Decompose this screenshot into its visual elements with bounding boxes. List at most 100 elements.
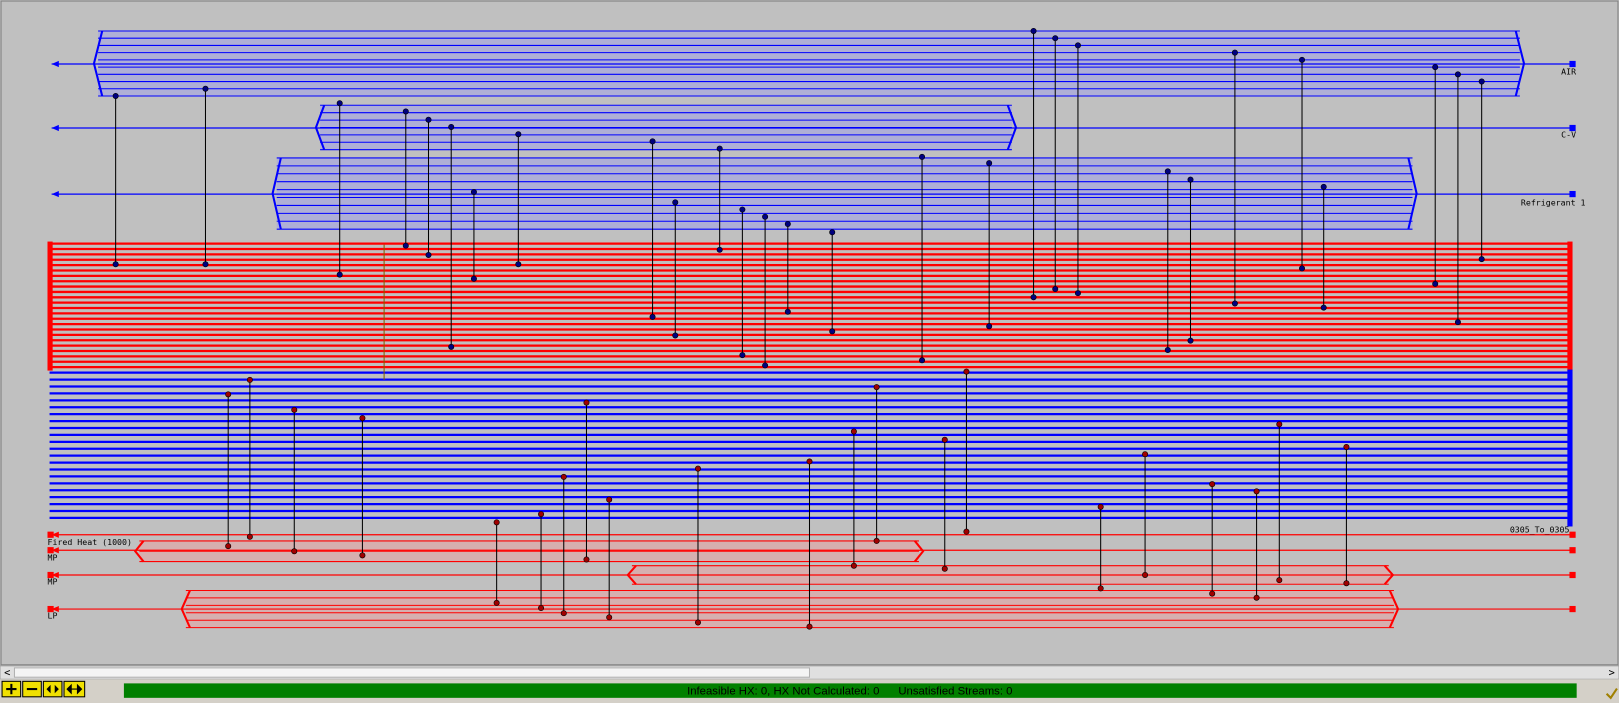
exchanger-node — [806, 623, 813, 630]
scroll-thumb[interactable] — [13, 667, 811, 678]
exchanger-node — [1074, 42, 1081, 49]
exchanger-node — [560, 610, 567, 617]
exchanger-node — [336, 271, 343, 278]
exchanger-node — [112, 93, 119, 99]
exchanger-node — [1454, 71, 1461, 78]
exchanger-node — [873, 384, 880, 391]
stream-end — [1569, 124, 1576, 132]
exchanger-node — [493, 519, 500, 526]
pan-button[interactable] — [42, 680, 63, 698]
exchanger-node — [515, 261, 522, 268]
exchanger-node — [850, 562, 857, 569]
exchanger-node — [829, 229, 836, 236]
exchanger-node — [606, 496, 613, 503]
arrow-head — [51, 571, 59, 579]
exchanger-node — [1164, 346, 1171, 353]
stream-end — [1569, 571, 1576, 579]
exchanger-node — [425, 251, 432, 258]
exchanger-node — [470, 189, 477, 196]
exchanger-node — [941, 565, 948, 572]
exchanger-node — [291, 548, 298, 555]
exchanger-node — [1343, 580, 1350, 587]
zoom-buttons — [1, 680, 86, 698]
exchanger-node — [1030, 294, 1037, 301]
exchanger-node — [1299, 265, 1306, 272]
exchanger-node — [919, 153, 926, 160]
exchanger-node — [493, 599, 500, 606]
cold-band-right — [1567, 369, 1573, 527]
stream-end — [1569, 190, 1576, 198]
exchanger-node — [1432, 280, 1439, 287]
exchanger-node — [694, 619, 701, 626]
exchanger-node — [1478, 78, 1485, 85]
exchanger-node — [1276, 421, 1283, 428]
exchanger-node — [1142, 451, 1149, 458]
arrow-head — [51, 605, 59, 613]
exchanger-node — [1142, 572, 1149, 578]
exchanger-node — [402, 242, 409, 249]
stream-start — [47, 605, 54, 613]
stream-start — [47, 547, 54, 554]
exchanger-node — [359, 415, 366, 422]
exchanger-node — [1187, 176, 1194, 183]
exchanger-node — [1052, 286, 1059, 293]
exchanger-node — [919, 357, 926, 364]
exchanger-node — [560, 473, 567, 480]
exchanger-node — [336, 100, 343, 107]
exchanger-node — [1231, 300, 1238, 307]
exchanger-node — [1097, 503, 1104, 510]
exchanger-node — [448, 343, 455, 350]
exchanger-node — [806, 458, 813, 465]
exchanger-node — [963, 528, 970, 535]
hot-band-right — [1567, 241, 1573, 371]
exchanger-node — [1320, 183, 1327, 190]
exchanger-node — [291, 406, 298, 413]
exchanger-node — [762, 213, 769, 220]
stream-end — [1569, 531, 1576, 538]
exchanger-node — [225, 391, 232, 398]
stream-label: MP — [47, 576, 57, 586]
stream-start — [47, 531, 54, 538]
exchanger-node — [649, 138, 656, 145]
arrow-head — [51, 531, 59, 538]
network: AIR C-V Refrigerant 1 Fired Heat (1000) MP MP… — [47, 27, 1586, 630]
exchanger-node — [986, 160, 993, 167]
stream-end — [1569, 547, 1576, 554]
status-text: Infeasible HX: 0, HX Not Calculated: 0 U… — [687, 686, 1012, 698]
fit-icon — [66, 683, 83, 695]
exchanger-node — [649, 313, 656, 320]
exchanger-node — [515, 131, 522, 138]
mix-bracket — [914, 540, 925, 563]
stream-end — [1569, 60, 1576, 68]
exchanger-node — [672, 199, 679, 206]
pan-icon — [46, 684, 59, 694]
exchanger-node — [606, 614, 613, 621]
exchanger-node — [1432, 64, 1439, 71]
scroll-left[interactable]: < — [4, 667, 10, 679]
exchanger-node — [1164, 168, 1171, 175]
stream-label: Refrigerant 1 — [1521, 197, 1586, 207]
exchanger-node — [246, 533, 253, 540]
exchanger-node — [1343, 443, 1350, 450]
exchanger-node — [784, 308, 791, 315]
stream-label: C-V — [1561, 129, 1576, 139]
arrow-head — [51, 124, 59, 132]
exchanger-node — [694, 465, 701, 472]
exchanger-node — [225, 543, 232, 550]
exchanger-node — [850, 428, 857, 435]
exchanger-node — [425, 116, 432, 123]
exchanger-node — [829, 328, 836, 335]
split-bracket — [133, 540, 145, 563]
exchanger-node — [448, 123, 455, 130]
exchanger-node — [1209, 481, 1216, 488]
exchanger-node — [1074, 290, 1081, 297]
stream-label: MP — [47, 553, 57, 563]
exchanger-node — [112, 261, 119, 268]
stream-end — [1569, 605, 1576, 613]
ok-check — [1605, 687, 1618, 700]
hot-band-left — [47, 241, 53, 371]
exchanger-node — [784, 221, 791, 228]
exchanger-node — [538, 511, 545, 518]
scroll-right[interactable]: > — [1609, 667, 1615, 679]
